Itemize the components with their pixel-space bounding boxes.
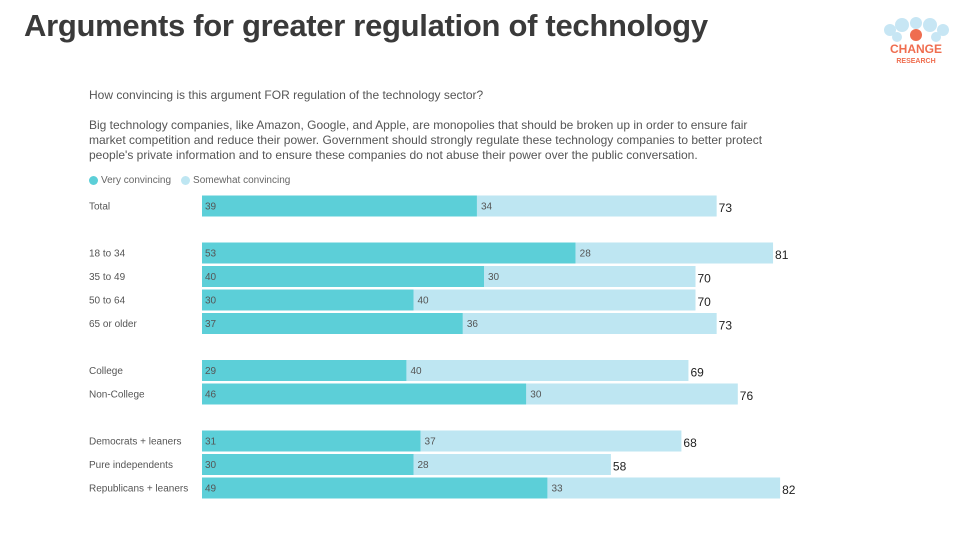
bar-somewhat-convincing <box>476 195 717 217</box>
logo-text-change: CHANGE <box>890 42 942 56</box>
value-label-very: 30 <box>205 460 217 471</box>
category-label: 50 to 64 <box>89 296 126 307</box>
total-label: 73 <box>719 201 733 215</box>
value-label-very: 39 <box>205 202 217 213</box>
value-label-very: 46 <box>205 390 217 401</box>
survey-question: How convincing is this argument FOR regu… <box>89 88 484 102</box>
bar-somewhat-convincing <box>420 430 682 452</box>
total-label: 82 <box>782 483 796 497</box>
value-label-very: 37 <box>205 319 217 330</box>
bar-very-convincing <box>202 454 414 475</box>
legend-label-very: Very convincing <box>101 175 172 186</box>
argument-statement: Big technology companies, like Amazon, G… <box>89 118 763 162</box>
value-label-somewhat: 30 <box>488 272 500 283</box>
value-label-very: 40 <box>205 272 217 283</box>
legend-item-very: Very convincing <box>89 175 171 186</box>
category-label: Pure independents <box>89 460 173 471</box>
bar-somewhat-convincing <box>413 454 611 475</box>
value-label-somewhat: 28 <box>580 249 592 260</box>
value-label-very: 30 <box>205 296 217 307</box>
page-title: Arguments for greater regulation of tech… <box>24 8 708 43</box>
bar-very-convincing <box>202 289 414 311</box>
category-label: College <box>89 366 123 377</box>
legend-label-somewhat: Somewhat convincing <box>193 175 291 186</box>
total-label: 58 <box>613 460 627 474</box>
bar-somewhat-convincing <box>406 360 689 381</box>
category-label: Democrats + leaners <box>89 437 182 448</box>
value-label-somewhat: 34 <box>481 202 493 213</box>
total-label: 81 <box>775 248 789 262</box>
legend-swatch-somewhat <box>181 176 191 185</box>
logo-bubbles-icon <box>884 17 949 42</box>
total-label: 73 <box>719 319 733 333</box>
bar-very-convincing <box>202 383 527 405</box>
value-label-very: 49 <box>205 484 217 495</box>
value-label-somewhat: 40 <box>418 296 430 307</box>
bar-somewhat-convincing <box>462 313 717 334</box>
legend-swatch-very <box>89 176 98 185</box>
bar-somewhat-convincing <box>547 477 781 499</box>
chart-legend: Very convincing Somewhat convincing <box>89 175 290 186</box>
value-label-very: 31 <box>205 437 217 448</box>
logo-text-research: RESEARCH <box>896 58 935 65</box>
legend-item-somewhat: Somewhat convincing <box>181 175 290 186</box>
total-label: 68 <box>683 436 697 450</box>
bar-somewhat-convincing <box>526 383 738 405</box>
total-label: 76 <box>740 389 754 403</box>
value-label-somewhat: 40 <box>410 366 422 377</box>
value-label-very: 29 <box>205 366 217 377</box>
category-label: Non-College <box>89 390 145 401</box>
value-label-somewhat: 28 <box>418 460 430 471</box>
value-label-somewhat: 33 <box>551 484 563 495</box>
bar-very-convincing <box>202 477 548 499</box>
total-label: 69 <box>690 366 704 380</box>
bar-very-convincing <box>202 360 407 381</box>
bar-somewhat-convincing <box>575 242 774 264</box>
value-label-somewhat: 30 <box>530 390 542 401</box>
bar-very-convincing <box>202 266 484 287</box>
bar-very-convincing <box>202 313 463 334</box>
total-label: 70 <box>698 295 712 309</box>
bar-very-convincing <box>202 195 477 217</box>
value-label-somewhat: 36 <box>467 319 479 330</box>
total-label: 70 <box>698 272 712 286</box>
category-label: 65 or older <box>89 319 137 330</box>
value-label-very: 53 <box>205 249 217 260</box>
category-label: 18 to 34 <box>89 249 126 260</box>
bar-somewhat-convincing <box>413 289 696 311</box>
category-label: 35 to 49 <box>89 272 126 283</box>
bar-somewhat-convincing <box>484 266 696 287</box>
category-label: Total <box>89 202 110 213</box>
bar-very-convincing <box>202 242 576 264</box>
category-label: Republicans + leaners <box>89 484 188 495</box>
bar-very-convincing <box>202 430 421 452</box>
value-label-somewhat: 37 <box>425 437 437 448</box>
change-research-logo: CHANGE RESEARCH <box>884 17 949 65</box>
